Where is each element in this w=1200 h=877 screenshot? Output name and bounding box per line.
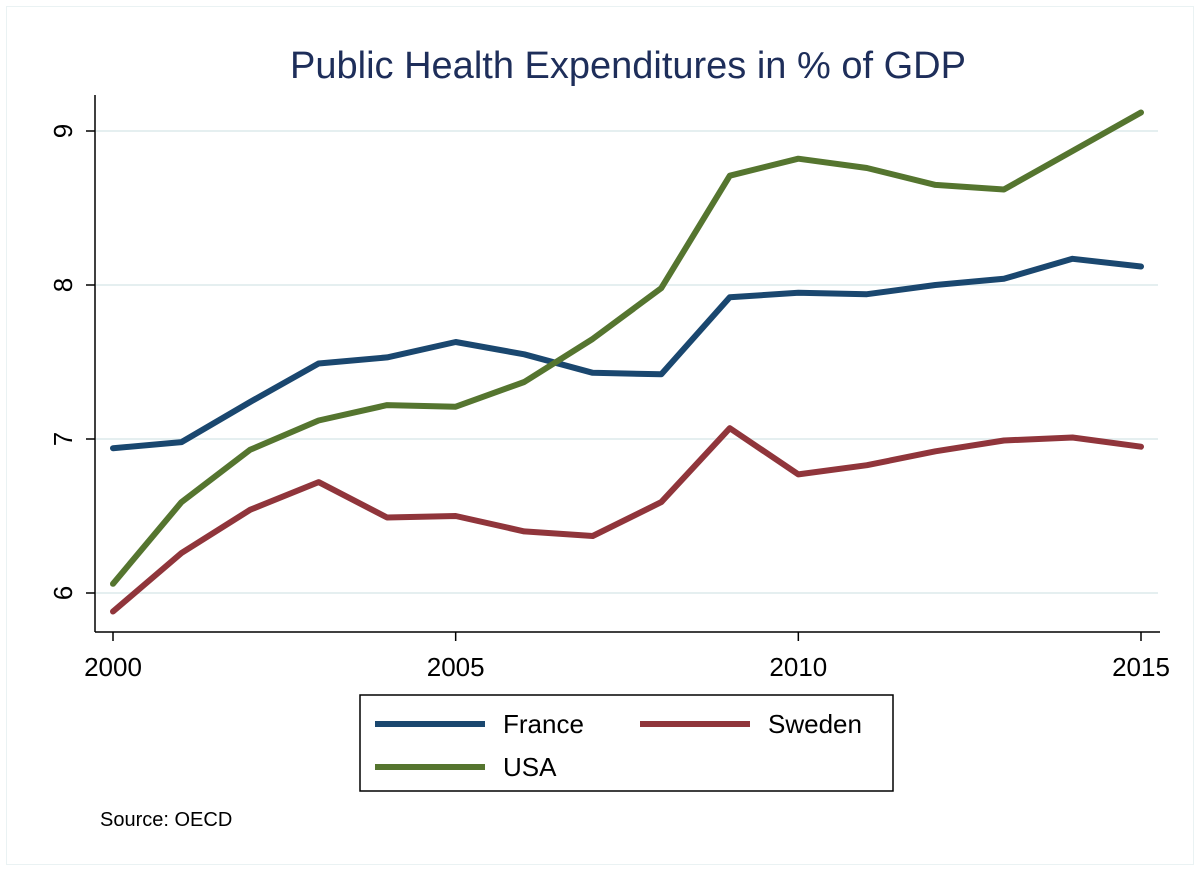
- series-line-sweden: [110, 425, 1144, 615]
- series-line-usa: [110, 109, 1144, 587]
- y-tick-label: 9: [48, 124, 78, 138]
- series-lines: [110, 109, 1144, 615]
- source-note: Source: OECD: [100, 809, 232, 831]
- x-tick-label: 2000: [84, 652, 142, 682]
- x-axis: 2000 2005 2010 2015: [84, 632, 1170, 682]
- y-axis: 6 7 8 9: [48, 124, 95, 600]
- legend-label: France: [503, 709, 584, 739]
- x-tick-label: 2010: [769, 652, 827, 682]
- y-tick-label: 7: [48, 432, 78, 446]
- legend-label: Sweden: [768, 709, 862, 739]
- series-line-france: [110, 255, 1144, 452]
- legend-box: [359, 694, 894, 792]
- x-tick-label: 2005: [427, 652, 485, 682]
- legend-label: USA: [503, 752, 557, 782]
- gridlines: [96, 130, 1158, 594]
- chart-title: Public Health Expenditures in % of GDP: [290, 45, 966, 87]
- y-tick-label: 8: [48, 278, 78, 292]
- x-tick-label: 2015: [1112, 652, 1170, 682]
- y-tick-label: 6: [48, 586, 78, 600]
- legend: France Sweden USA: [359, 694, 894, 792]
